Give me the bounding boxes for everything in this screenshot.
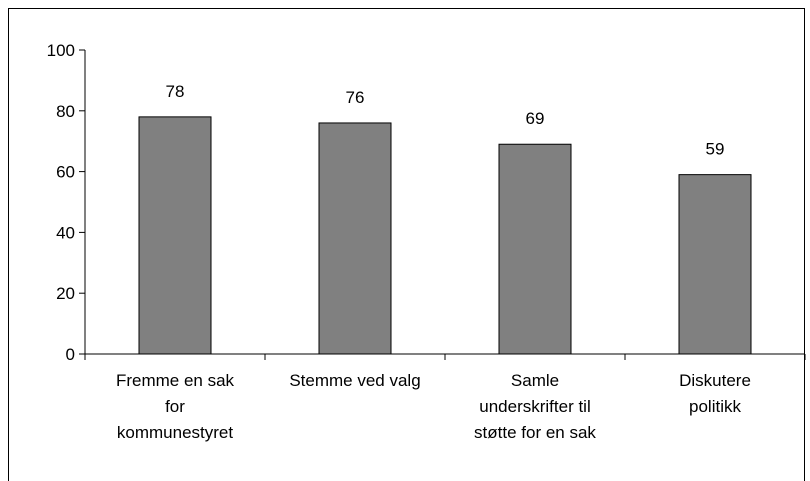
x-tick-label: Diskutere politikk	[679, 371, 751, 416]
value-label: 59	[706, 140, 725, 159]
y-tick-label: 20	[56, 284, 75, 303]
x-tick-label: Samle underskrifter til støtte for en sak	[474, 371, 596, 442]
value-label: 69	[526, 109, 545, 128]
value-label: 78	[166, 82, 185, 101]
x-tick-label: Fremme en sak for kommunestyret	[116, 371, 235, 442]
y-tick-label: 0	[66, 345, 75, 364]
bar	[678, 174, 752, 355]
y-tick-label: 80	[56, 102, 75, 121]
y-tick-label: 40	[56, 223, 75, 242]
y-tick-label: 60	[56, 163, 75, 182]
value-label: 76	[346, 88, 365, 107]
x-tick-label: Stemme ved valg	[289, 371, 420, 390]
bar	[318, 122, 392, 355]
chart-frame	[8, 8, 805, 481]
bar	[498, 143, 572, 355]
y-tick-label: 100	[47, 41, 75, 60]
bar	[138, 116, 212, 355]
